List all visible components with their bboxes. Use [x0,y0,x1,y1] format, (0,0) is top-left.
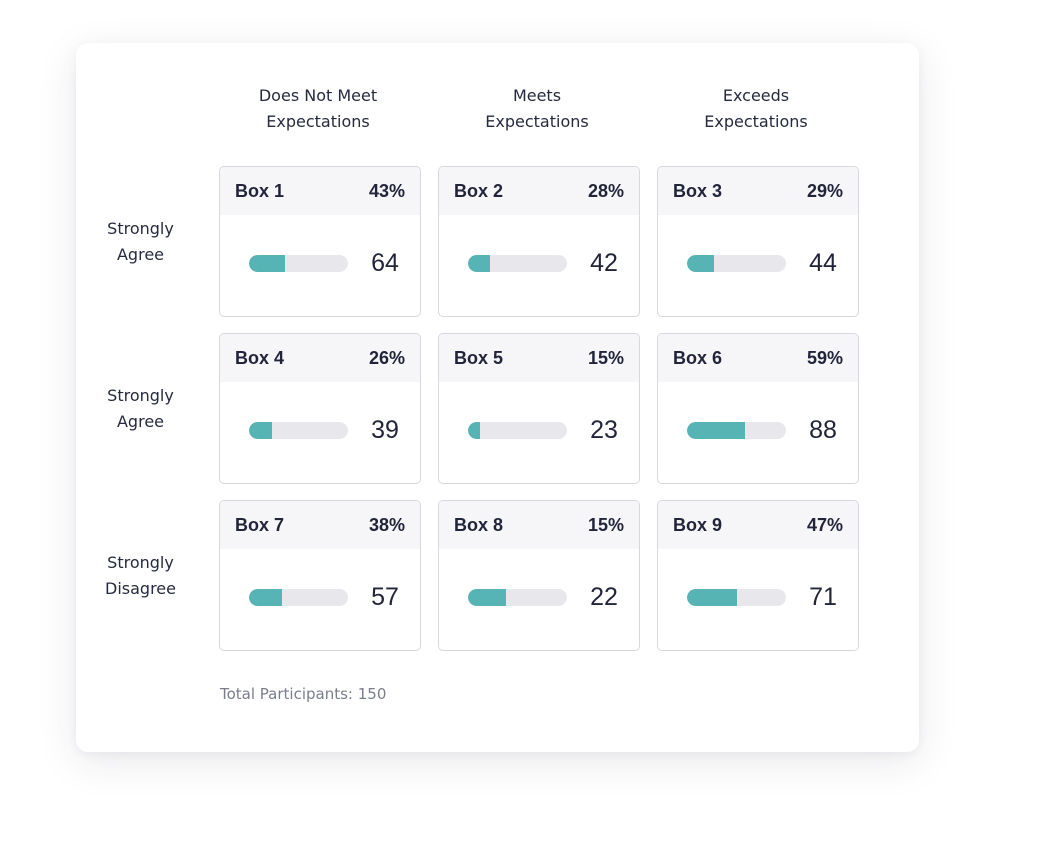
progress-bar [468,422,567,439]
row-label-line: Strongly [107,386,174,405]
row-label-1: Strongly Agree [88,216,193,268]
box-1[interactable]: Box 1 43% 64 [219,166,421,317]
box-percent: 26% [368,347,405,368]
box-count: 71 [809,583,837,611]
progress-bar [468,589,567,606]
column-header-line: Does Not Meet [258,86,378,105]
progress-bar [687,255,786,272]
box-title: Box 3 [673,180,723,201]
column-header-meets: Meets Expectations [435,83,639,135]
box-5[interactable]: Box 5 15% 23 [438,333,640,484]
box-percent: 59% [806,347,843,368]
box-7[interactable]: Box 7 38% 57 [219,500,421,651]
box-count: 64 [371,249,399,277]
column-header-line: Meets [512,86,562,105]
column-header-exceeds: Exceeds Expectations [654,83,858,135]
column-header-line: Expectations [485,112,589,131]
box-title: Box 1 [235,180,285,201]
box-header: Box 7 38% [220,501,420,549]
box-count: 23 [590,416,618,444]
progress-bar-fill [687,422,746,439]
progress-bar-fill [249,422,272,439]
box-count: 22 [590,583,618,611]
progress-bar-fill [249,589,282,606]
column-header-line: Exceeds [722,86,790,105]
box-4[interactable]: Box 4 26% 39 [219,333,421,484]
nine-box-card: Does Not Meet Expectations Meets Expecta… [76,43,919,752]
box-title: Box 2 [454,180,504,201]
progress-bar-fill [468,255,490,272]
row-label-3: Strongly Disagree [88,550,193,602]
progress-bar-fill [687,589,738,606]
box-percent: 43% [368,180,405,201]
box-header: Box 3 29% [658,167,858,215]
progress-bar [249,255,348,272]
box-percent: 47% [806,514,843,535]
box-3[interactable]: Box 3 29% 44 [657,166,859,317]
progress-bar-fill [468,422,480,439]
box-header: Box 4 26% [220,334,420,382]
box-9[interactable]: Box 9 47% 71 [657,500,859,651]
progress-bar [687,422,786,439]
progress-bar [687,589,786,606]
row-label-2: Strongly Agree [88,383,193,435]
box-count: 44 [809,249,837,277]
box-title: Box 9 [673,514,723,535]
box-percent: 15% [587,514,624,535]
column-header-does-not-meet: Does Not Meet Expectations [216,83,420,135]
box-percent: 15% [587,347,624,368]
box-6[interactable]: Box 6 59% 88 [657,333,859,484]
box-count: 88 [809,416,837,444]
row-label-line: Agree [116,245,164,264]
box-count: 39 [371,416,399,444]
progress-bar [249,589,348,606]
box-count: 57 [371,583,399,611]
box-header: Box 1 43% [220,167,420,215]
box-header: Box 8 15% [439,501,639,549]
box-8[interactable]: Box 8 15% 22 [438,500,640,651]
progress-bar-fill [468,589,506,606]
total-participants: Total Participants: 150 [220,685,387,703]
box-header: Box 2 28% [439,167,639,215]
box-percent: 28% [587,180,624,201]
box-title: Box 7 [235,514,285,535]
progress-bar [249,422,348,439]
box-percent: 29% [806,180,843,201]
box-percent: 38% [368,514,405,535]
box-header: Box 5 15% [439,334,639,382]
progress-bar [468,255,567,272]
box-title: Box 5 [454,347,504,368]
box-header: Box 6 59% [658,334,858,382]
box-title: Box 6 [673,347,723,368]
column-header-line: Expectations [266,112,370,131]
box-title: Box 4 [235,347,285,368]
row-label-line: Strongly [107,553,174,572]
box-header: Box 9 47% [658,501,858,549]
progress-bar-fill [249,255,285,272]
row-label-line: Agree [116,412,164,431]
box-count: 42 [590,249,618,277]
box-title: Box 8 [454,514,504,535]
row-label-line: Disagree [105,579,176,598]
column-header-line: Expectations [704,112,808,131]
row-label-line: Strongly [107,219,174,238]
progress-bar-fill [687,255,714,272]
box-2[interactable]: Box 2 28% 42 [438,166,640,317]
